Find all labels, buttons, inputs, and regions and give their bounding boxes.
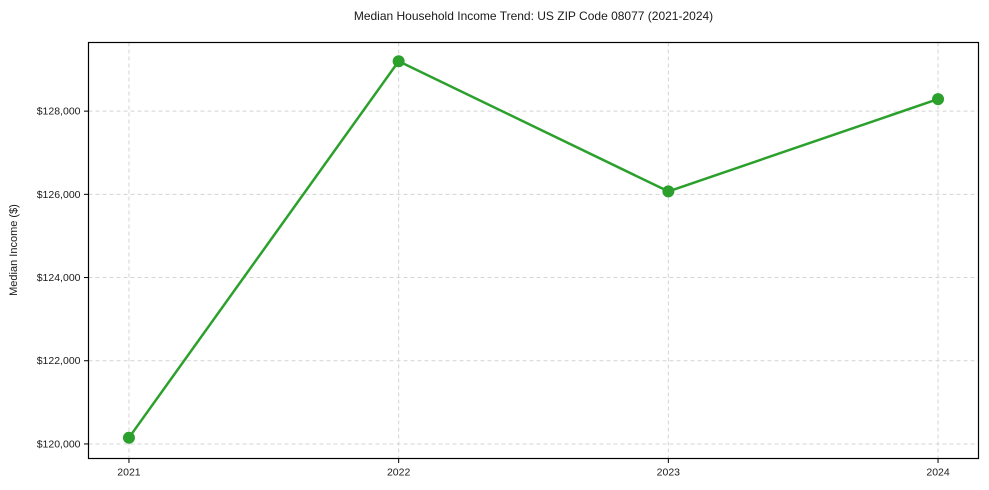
y-tick-label: $122,000	[37, 355, 81, 367]
chart-title: Median Household Income Trend: US ZIP Co…	[353, 9, 714, 23]
y-tick-label: $128,000	[37, 106, 81, 118]
series-line	[127, 59, 940, 439]
data-point-2021	[122, 431, 135, 444]
x-tick-label: 2021	[117, 467, 141, 479]
y-tick-label: $124,000	[37, 272, 81, 284]
data-point-2023	[662, 185, 675, 198]
x-tick-label: 2022	[387, 467, 411, 479]
y-tick-label: $126,000	[37, 189, 81, 201]
y-axis-label: Median Income ($)	[8, 204, 20, 296]
data-point-2024	[932, 93, 945, 106]
x-tick-label: 2023	[657, 467, 681, 479]
plot-border	[87, 41, 980, 460]
y-tick-label: $120,000	[37, 438, 81, 450]
x-tick-label: 2024	[926, 467, 950, 479]
data-point-2022	[392, 55, 405, 68]
